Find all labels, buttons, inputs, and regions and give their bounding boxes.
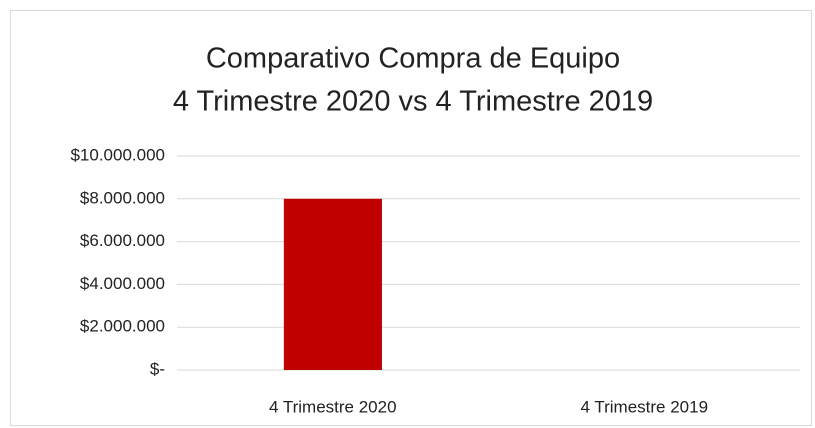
- y-tick-label: $-: [150, 359, 165, 378]
- y-tick-label: $2.000.000: [80, 317, 165, 336]
- y-tick-label: $6.000.000: [80, 231, 165, 250]
- x-tick-label: 4 Trimestre 2020: [269, 397, 397, 416]
- y-tick-label: $4.000.000: [80, 274, 165, 293]
- y-tick-label: $10.000.000: [70, 145, 165, 164]
- chart-frame: [10, 10, 812, 426]
- bar: [283, 198, 382, 370]
- y-tick-label: $8.000.000: [80, 188, 165, 207]
- chart-subtitle: 4 Trimestre 2020 vs 4 Trimestre 2019: [173, 86, 653, 118]
- x-tick-label: 4 Trimestre 2019: [580, 397, 708, 416]
- chart-title: Comparativo Compra de Equipo: [206, 43, 620, 75]
